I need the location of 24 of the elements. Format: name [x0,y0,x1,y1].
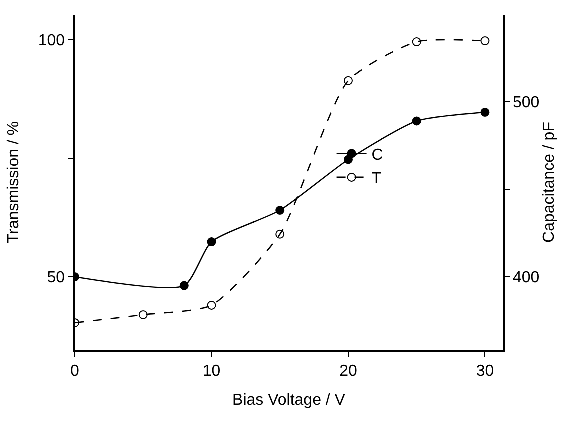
legend-label: T [372,170,382,188]
y-tick-label: 50 [47,270,66,287]
point [207,300,216,310]
x-tick-label: 30 [476,362,494,380]
x-axis-title: Bias Voltage / V [232,392,346,410]
point [207,238,216,247]
point [480,108,490,117]
point [276,230,285,239]
point [412,116,422,126]
point [138,310,148,320]
legend-label: C [372,146,384,164]
y-axis-title: Transmission / % [6,121,23,244]
x-tick-label: 10 [202,362,221,380]
point [412,38,422,47]
x-tick-label: 0 [70,362,80,380]
y2-tick-label: 500 [512,94,540,112]
y2-axis-title: Capacitance / pF [540,122,558,243]
y-tick-label: 100 [38,32,66,50]
point [180,281,189,290]
x-tick-label: 20 [340,362,358,380]
point [276,206,285,215]
y2-tick-label: 400 [512,270,540,287]
point [480,36,490,46]
point [344,76,353,86]
